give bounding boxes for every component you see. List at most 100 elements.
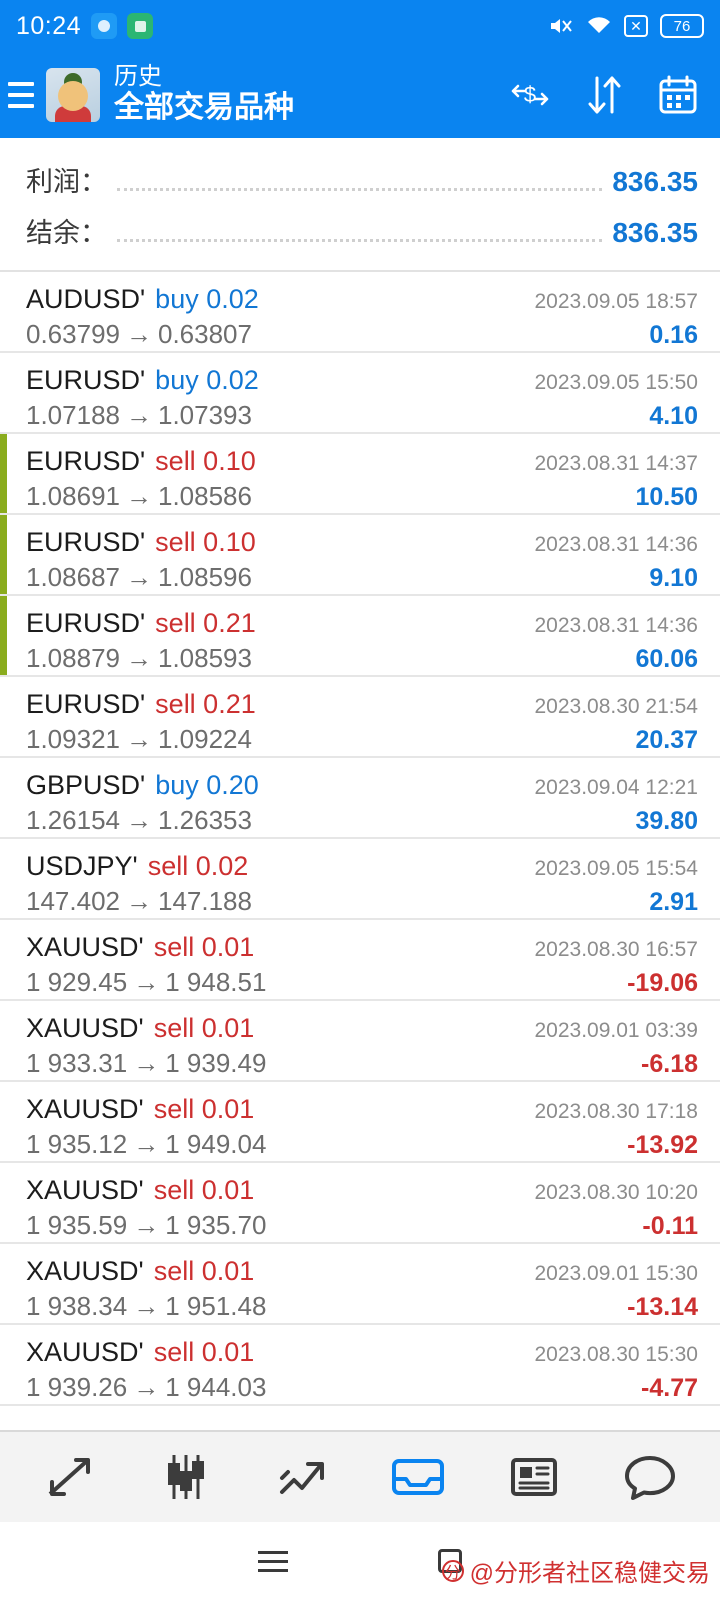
row-marker [0, 515, 7, 594]
tab-messages[interactable] [613, 1445, 687, 1509]
arrow-right-icon: → [133, 1048, 160, 1078]
status-bar-left: 10:24 [16, 12, 154, 41]
row-top: XAUUSD' sell 0.01 2023.09.01 03:39 [26, 1013, 698, 1044]
row-top: EURUSD' sell 0.21 2023.08.30 21:54 [26, 689, 698, 720]
deal-symbol: EURUSD' [26, 527, 146, 557]
row-bottom: 1 938.34 → 1 951.48 -13.14 [26, 1291, 698, 1322]
deal-datetime: 2023.09.01 15:30 [534, 1262, 699, 1285]
deal-operation: buy 0.02 [155, 365, 259, 395]
page-title: 全部交易品种 [114, 91, 294, 125]
deal-price-close: 1 939.49 [165, 1048, 267, 1078]
deal-datetime: 2023.08.31 14:36 [534, 614, 699, 637]
table-row[interactable]: AUDUSD' buy 0.02 2023.09.05 18:57 0.63799 → 0… [0, 272, 720, 353]
deal-profit: -19.06 [627, 969, 698, 997]
history-icon [389, 1453, 447, 1501]
table-row[interactable]: EURUSD' sell 0.21 2023.08.30 21:54 1.09321 →… [0, 677, 720, 758]
mute-icon [548, 15, 574, 37]
deal-profit: -0.11 [642, 1212, 698, 1240]
row-bottom: 1.26154 → 1.26353 39.80 [26, 805, 698, 836]
table-row[interactable]: EURUSD' sell 0.21 2023.08.31 14:36 1.08879 →… [0, 596, 720, 677]
filter-currency-icon[interactable]: $ [508, 73, 552, 117]
tab-history[interactable] [381, 1445, 455, 1509]
table-row[interactable]: XAUUSD' sell 0.01 2023.09.01 03:39 1 933.31… [0, 1001, 720, 1082]
deal-datetime: 2023.09.04 12:21 [534, 776, 699, 799]
deal-symbol: XAUUSD' [26, 1094, 144, 1124]
tab-charts[interactable] [149, 1445, 223, 1509]
row-bottom: 1.07188 → 1.07393 4.10 [26, 400, 698, 431]
deal-price-close: 147.188 [157, 886, 252, 916]
deal-price-close: 1.08593 [157, 643, 252, 673]
deal-symbol: XAUUSD' [26, 1337, 144, 1367]
table-row[interactable]: XAUUSD' sell 0.01 2023.08.30 16:57 1 929.45… [0, 920, 720, 1001]
deal-price-close: 1 949.04 [165, 1129, 267, 1159]
row-top: EURUSD' sell 0.10 2023.08.31 14:36 [26, 527, 698, 558]
deal-symbol: EURUSD' [26, 365, 146, 395]
deal-price-open: 1 929.45 [26, 967, 128, 997]
deal-prices: 1 939.26 → 1 944.03 [26, 1372, 266, 1403]
tab-news[interactable] [497, 1445, 571, 1509]
table-row[interactable]: USDJPY' sell 0.02 2023.09.05 15:54 147.402 →… [0, 839, 720, 920]
deal-datetime: 2023.09.05 15:50 [534, 371, 699, 394]
recents-icon[interactable] [258, 1550, 288, 1572]
deal-operation: sell 0.01 [153, 1013, 255, 1043]
row-top: GBPUSD' buy 0.20 2023.09.04 12:21 [26, 770, 698, 801]
charts-icon [158, 1451, 214, 1503]
toolbar-subtitle: 历史 [114, 62, 162, 90]
deal-operation: sell 0.10 [155, 446, 256, 476]
row-bottom: 1 939.26 → 1 944.03 -4.77 [26, 1372, 698, 1403]
summary-value-profit: 836.35 [612, 166, 698, 197]
deal-profit: 20.37 [635, 726, 698, 754]
deal-profit: 9.10 [649, 564, 698, 592]
hamburger-menu-icon[interactable] [6, 82, 40, 108]
deal-history-list[interactable]: AUDUSD' buy 0.02 2023.09.05 18:57 0.63799 → 0… [0, 272, 720, 1430]
deal-prices: 1.07188 → 1.07393 [26, 400, 252, 431]
deal-profit: 0.16 [649, 321, 698, 349]
row-top: USDJPY' sell 0.02 2023.09.05 15:54 [26, 851, 698, 882]
deal-price-close: 1.08586 [157, 481, 252, 511]
row-bottom: 1.08691 → 1.08586 10.50 [26, 481, 698, 512]
deal-profit: -6.18 [641, 1050, 698, 1078]
calendar-icon[interactable] [656, 73, 700, 117]
summary-row-profit: 利润： 836.35 [26, 154, 698, 205]
table-row[interactable]: XAUUSD' sell 0.01 2023.08.30 10:20 1 935.59… [0, 1163, 720, 1244]
table-row[interactable]: XAUUSD' sell 0.01 2023.09.01 15:30 1 938.34… [0, 1244, 720, 1325]
row-bottom: 0.63799 → 0.63807 0.16 [26, 319, 698, 350]
table-row[interactable]: XAUUSD' sell 0.01 2023.08.30 15:30 1 939.26… [0, 1325, 720, 1406]
table-row[interactable]: EURUSD' sell 0.10 2023.08.31 14:36 1.08687 →… [0, 515, 720, 596]
deal-operation: buy 0.20 [155, 770, 259, 800]
table-row[interactable]: EURUSD' buy 0.02 2023.09.05 15:50 1.07188 → 1… [0, 353, 720, 434]
deal-prices: 147.402 → 147.188 [26, 886, 252, 917]
deal-operation: sell 0.01 [153, 1094, 255, 1124]
tab-quotes[interactable] [33, 1445, 107, 1509]
sort-icon[interactable] [582, 73, 626, 117]
arrow-right-icon: → [125, 805, 152, 835]
table-row[interactable]: EURUSD' sell 0.10 2023.08.31 14:37 1.08691 →… [0, 434, 720, 515]
deal-prices: 0.63799 → 0.63807 [26, 319, 252, 350]
wifi-icon [586, 15, 612, 37]
deal-price-close: 1 944.03 [165, 1372, 267, 1402]
deal-datetime: 2023.08.30 15:30 [534, 1343, 699, 1366]
deal-profit: -13.14 [627, 1293, 698, 1321]
deal-symbol: XAUUSD' [26, 1175, 144, 1205]
summary-value-balance: 836.35 [612, 217, 698, 248]
table-row[interactable]: XAUUSD' sell 0.01 2023.08.30 17:18 1 935.12… [0, 1082, 720, 1163]
table-row[interactable]: GBPUSD' buy 0.20 2023.09.04 12:21 1.26154 → 1… [0, 758, 720, 839]
row-marker [0, 434, 7, 513]
deal-price-open: 1 933.31 [26, 1048, 128, 1078]
deal-operation: sell 0.10 [155, 527, 256, 557]
deal-operation: sell 0.01 [153, 1337, 255, 1367]
tab-trade[interactable] [265, 1445, 339, 1509]
deal-operation: sell 0.21 [155, 608, 256, 638]
x-box-icon: ✕ [624, 15, 648, 37]
status-bar: 10:24 ✕ 76 [0, 0, 720, 52]
account-avatar-icon[interactable] [46, 68, 100, 122]
arrow-right-icon: → [133, 1291, 160, 1321]
svg-text:$: $ [524, 82, 536, 107]
row-bottom: 1.08687 → 1.08596 9.10 [26, 562, 698, 593]
trade-icon [274, 1452, 330, 1502]
deal-profit: 39.80 [635, 807, 698, 835]
arrow-right-icon: → [125, 481, 152, 511]
deal-price-open: 1.08879 [26, 643, 120, 673]
deal-symbol: XAUUSD' [26, 1256, 144, 1286]
